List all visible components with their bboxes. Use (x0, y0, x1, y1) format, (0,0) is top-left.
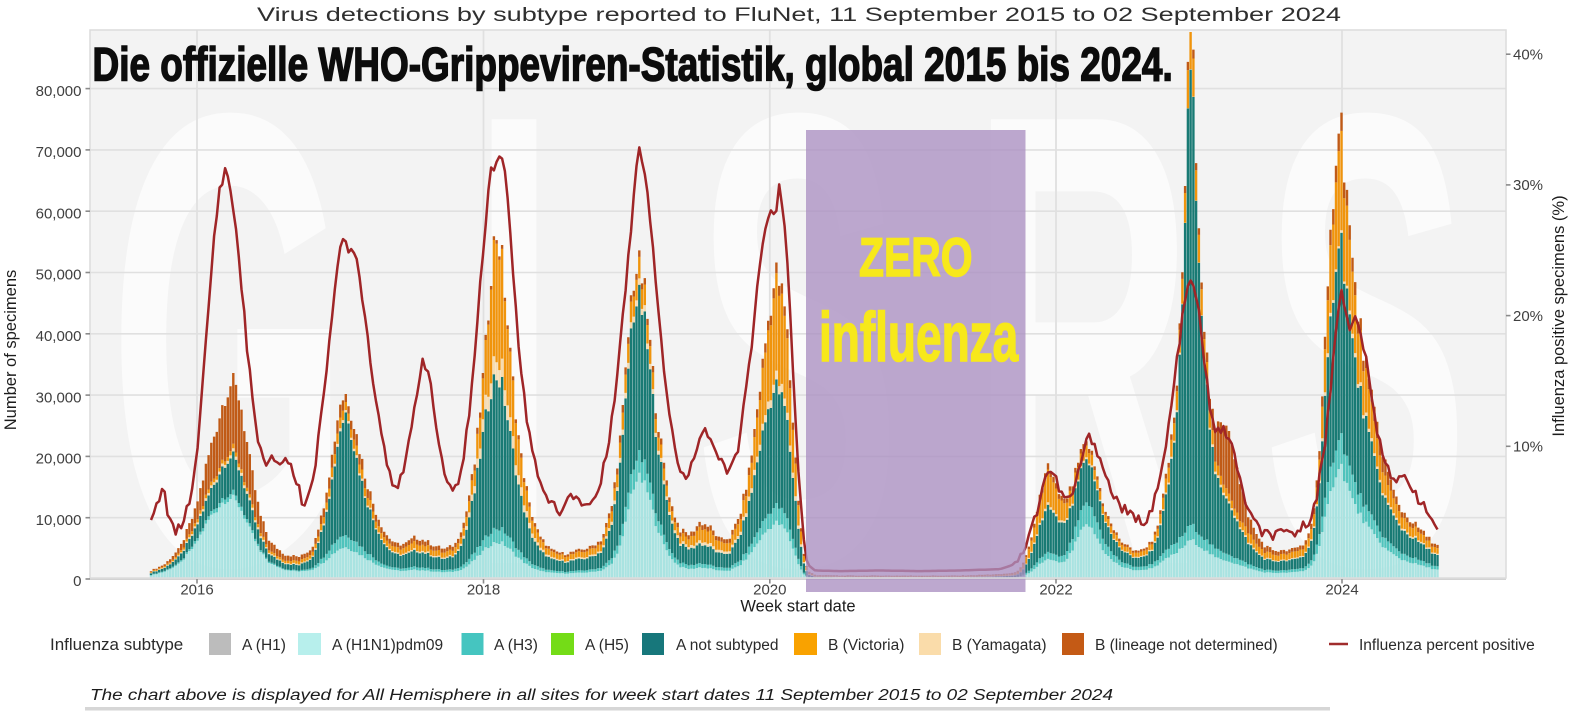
svg-text:influenza: influenza (819, 299, 1019, 376)
svg-text:2016: 2016 (180, 582, 213, 599)
svg-text:Influenza percent positive: Influenza percent positive (1359, 637, 1535, 654)
svg-text:60,000: 60,000 (36, 205, 82, 222)
svg-text:B (lineage not determined): B (lineage not determined) (1095, 637, 1278, 654)
svg-text:S: S (1263, 0, 1470, 701)
svg-text:A (H1): A (H1) (242, 637, 286, 654)
svg-text:G: G (109, 0, 350, 701)
svg-text:A not subtyped: A not subtyped (676, 637, 779, 654)
svg-text:50,000: 50,000 (36, 267, 82, 284)
svg-text:2020: 2020 (753, 582, 786, 599)
svg-text:ZERO: ZERO (859, 226, 973, 288)
svg-text:B (Yamagata): B (Yamagata) (952, 637, 1046, 654)
svg-text:2024: 2024 (1325, 582, 1358, 599)
svg-text:A (H5): A (H5) (585, 637, 629, 654)
svg-text:20,000: 20,000 (36, 451, 82, 468)
svg-text:40,000: 40,000 (36, 328, 82, 345)
svg-text:2022: 2022 (1039, 582, 1072, 599)
svg-text:A (H3): A (H3) (494, 637, 538, 654)
svg-text:10,000: 10,000 (36, 512, 82, 529)
svg-text:Virus detections by subtype re: Virus detections by subtype reported to … (257, 4, 1341, 26)
svg-text:80,000: 80,000 (36, 83, 82, 100)
svg-text:Number of specimens: Number of specimens (2, 270, 20, 430)
svg-text:Die offizielle WHO-Grippeviren: Die offizielle WHO-Grippeviren-Statistik… (93, 39, 1173, 91)
svg-text:Influenza positive specimens (: Influenza positive specimens (%) (1550, 195, 1568, 436)
svg-text:Week start date: Week start date (740, 598, 855, 616)
svg-text:30,000: 30,000 (36, 389, 82, 406)
svg-text:Influenza subtype: Influenza subtype (50, 635, 183, 654)
svg-text:20%: 20% (1513, 308, 1543, 325)
svg-text:0: 0 (73, 573, 81, 590)
svg-text:The chart above is displayed f: The chart above is displayed for All Hem… (90, 687, 1113, 704)
svg-text:10%: 10% (1513, 439, 1543, 456)
svg-text:30%: 30% (1513, 177, 1543, 194)
svg-text:B (Victoria): B (Victoria) (828, 637, 904, 654)
svg-text:2018: 2018 (467, 582, 500, 599)
svg-text:A (H1N1)pdm09: A (H1N1)pdm09 (332, 637, 443, 654)
svg-text:70,000: 70,000 (36, 144, 82, 161)
svg-text:40%: 40% (1513, 46, 1543, 63)
